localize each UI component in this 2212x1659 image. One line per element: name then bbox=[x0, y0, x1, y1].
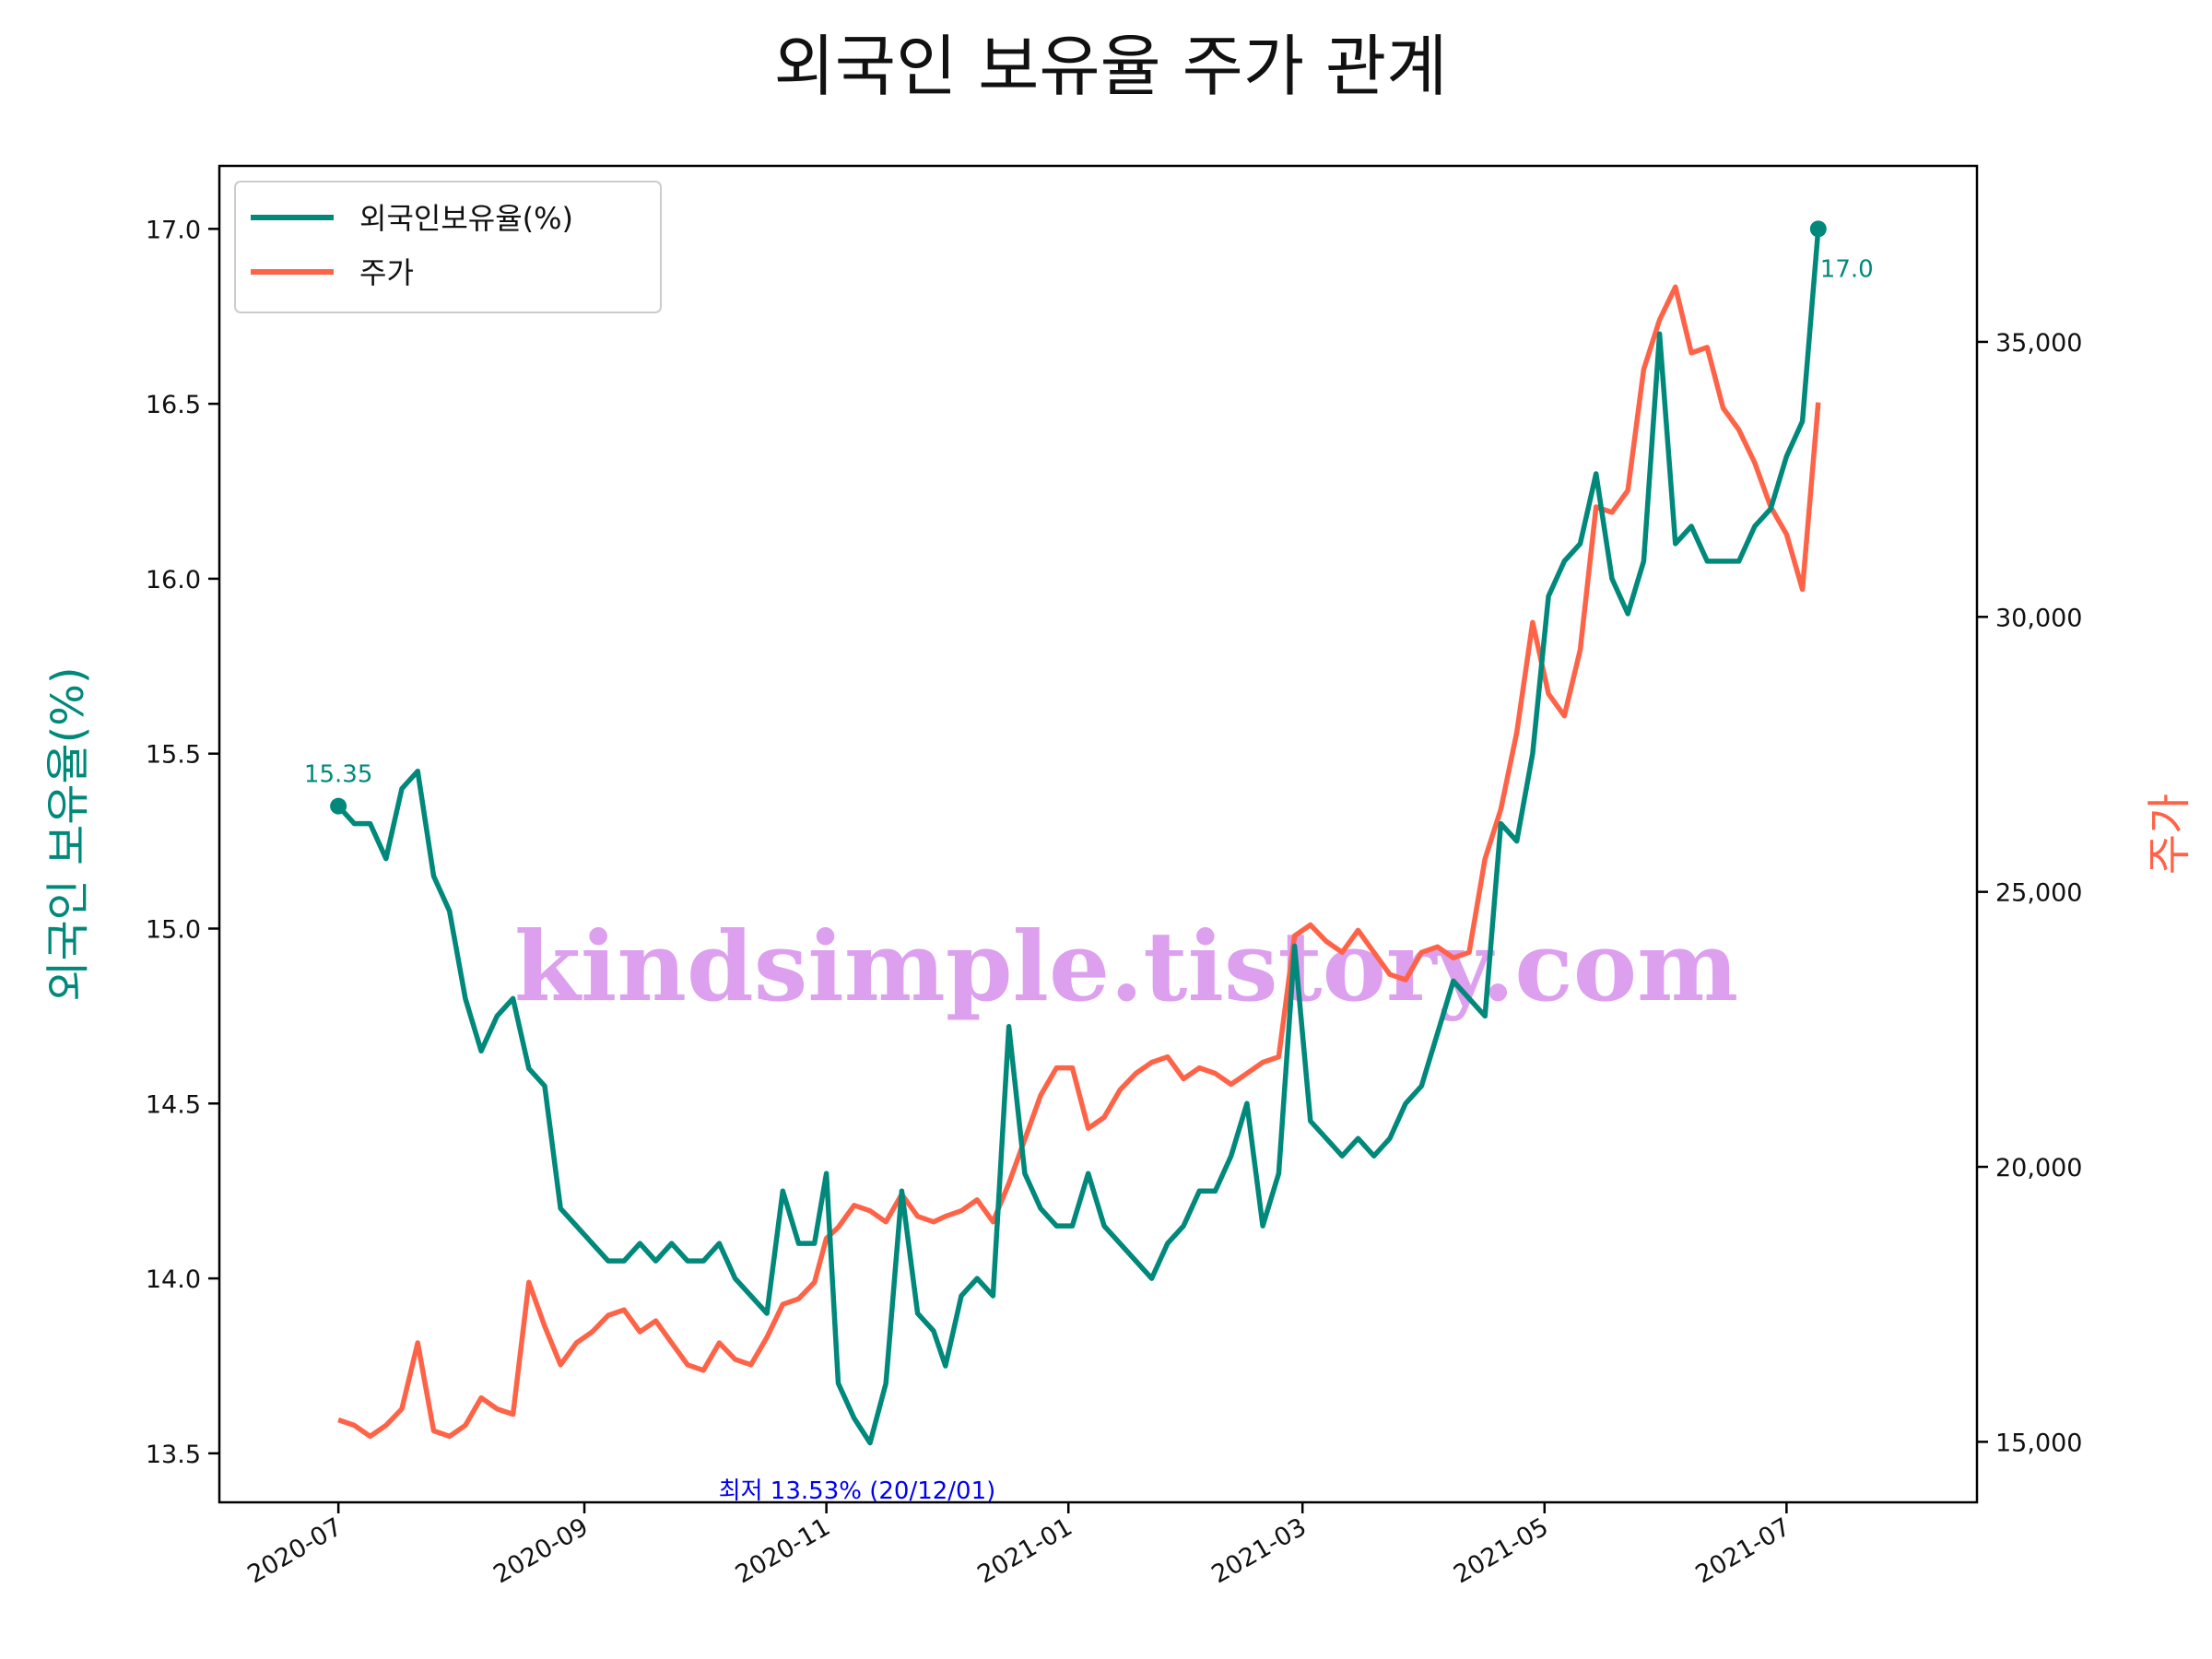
x-tick-label-6: 2021-07 bbox=[1691, 1512, 1795, 1589]
x-tick-label-2: 2020-11 bbox=[731, 1512, 835, 1589]
end-point bbox=[1809, 220, 1827, 238]
y-left-tick-label-5: 16.0 bbox=[146, 566, 201, 594]
x-tick-label-1: 2020-09 bbox=[488, 1512, 593, 1589]
legend-label-price: 주가 bbox=[359, 255, 414, 290]
y-left-tick-label-6: 16.5 bbox=[146, 391, 201, 419]
annotation-layer: 15.35 17.0 최저 13.53% (20/12/01) bbox=[304, 220, 1874, 1505]
y-axis-left-title: 외국인 보유율(%) bbox=[42, 666, 94, 1001]
watermark: kindsimple.tistory.com bbox=[514, 910, 1738, 1023]
y-axis-right-title: 주가 bbox=[2144, 794, 2195, 875]
x-axis: 2020-07 2020-09 2020-11 2021-01 2021-03 2021-… bbox=[242, 1502, 1795, 1589]
x-tick-label-0: 2020-07 bbox=[242, 1512, 347, 1589]
min-value-label: 최저 13.53% (20/12/01) bbox=[719, 1477, 996, 1505]
x-tick-label-5: 2021-05 bbox=[1449, 1512, 1553, 1589]
y-axis-left: 13.5 14.0 14.5 15.0 15.5 16.0 16.5 17.0 bbox=[146, 216, 219, 1469]
y-right-tick-label-1: 20,000 bbox=[1995, 1154, 2082, 1182]
series-line-price bbox=[337, 284, 1821, 1440]
y-left-tick-label-7: 17.0 bbox=[146, 216, 201, 244]
y-left-tick-label-4: 15.5 bbox=[146, 741, 201, 770]
start-point bbox=[330, 797, 347, 815]
x-tick-label-3: 2021-01 bbox=[973, 1512, 1077, 1589]
y-right-tick-label-2: 25,000 bbox=[1995, 879, 2082, 908]
y-left-tick-label-2: 14.5 bbox=[146, 1090, 201, 1119]
start-value-label: 15.35 bbox=[304, 761, 372, 789]
y-left-tick-label-3: 15.0 bbox=[146, 915, 201, 944]
series-line-foreign bbox=[336, 229, 1821, 1446]
legend-label-foreign: 외국인보유율(%) bbox=[359, 201, 573, 236]
y-left-tick-label-0: 13.5 bbox=[146, 1441, 201, 1469]
y-right-tick-label-3: 30,000 bbox=[1995, 604, 2082, 632]
series-layer bbox=[336, 229, 1821, 1446]
legend: 외국인보유율(%) 주가 bbox=[234, 181, 662, 313]
y-right-tick-label-4: 35,000 bbox=[1995, 329, 2082, 358]
y-left-tick-label-1: 14.0 bbox=[146, 1265, 201, 1294]
x-tick-label-4: 2021-03 bbox=[1206, 1512, 1311, 1589]
plot-frame bbox=[218, 164, 1979, 1504]
y-axis-right: 15,000 20,000 25,000 30,000 35,000 bbox=[1977, 329, 2082, 1457]
y-right-tick-label-0: 15,000 bbox=[1995, 1429, 2082, 1457]
chart-title: 외국인 보유율 주가 관계 bbox=[773, 28, 1447, 105]
end-value-label: 17.0 bbox=[1820, 255, 1874, 283]
legend-box bbox=[234, 181, 662, 313]
